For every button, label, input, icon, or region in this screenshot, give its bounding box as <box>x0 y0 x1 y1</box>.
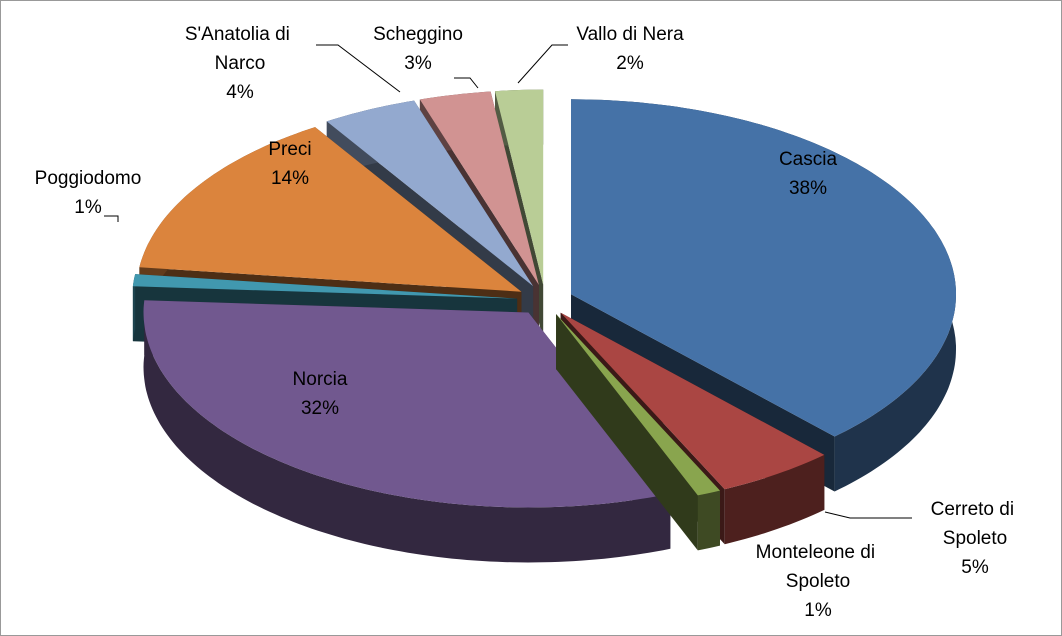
slice-top <box>495 89 544 285</box>
slices <box>132 89 956 563</box>
leader-line <box>454 77 479 89</box>
slice-label: Cascia <box>779 149 838 170</box>
slice <box>556 314 720 551</box>
label-line: S'Anatolia di <box>185 24 295 45</box>
value-label: 1% <box>804 600 832 621</box>
leader-line <box>517 44 568 84</box>
slice-label: Cerreto di Spoleto <box>931 499 1020 549</box>
slice-top <box>139 127 522 292</box>
slice-side <box>556 314 698 551</box>
slice-label: S'Anatolia di Narco <box>185 24 295 74</box>
value-label: 14% <box>271 168 309 189</box>
label-line: Cerreto di <box>931 499 1020 520</box>
slice-label: Norcia <box>293 369 348 390</box>
label-line: Monteleone di <box>756 542 881 563</box>
value-label: 38% <box>789 178 827 199</box>
slice-top <box>560 312 825 490</box>
slice-top <box>556 314 720 496</box>
slice-top <box>132 274 518 299</box>
leader-line <box>104 215 119 222</box>
slice-top <box>326 100 534 287</box>
label-line: Narco <box>215 53 266 74</box>
slice-wall <box>697 490 720 551</box>
slice-label: Scheggino <box>373 24 463 45</box>
leader-line <box>316 44 401 93</box>
value-label: 2% <box>616 53 644 74</box>
label-line: Spoleto <box>786 571 850 592</box>
slice-label: Preci <box>268 139 311 160</box>
slice-label: Poggiodomo <box>35 168 142 189</box>
value-label: 1% <box>74 197 102 218</box>
value-label: 32% <box>301 398 339 419</box>
slice-label: Monteleone di Spoleto <box>756 542 881 592</box>
slice-label: Vallo di Nera <box>576 24 684 45</box>
slice-top <box>143 300 671 508</box>
label-line: Spoleto <box>943 528 1007 549</box>
labels: Cascia 38% Cerreto di Spoleto 5% Monteleone … <box>35 24 1020 621</box>
slice-top <box>571 99 956 437</box>
slice-wall <box>724 454 825 545</box>
value-label: 4% <box>226 82 254 103</box>
slice-top <box>419 91 539 285</box>
slice-wall <box>132 274 136 342</box>
value-label: 3% <box>404 53 432 74</box>
leader-line <box>824 511 912 519</box>
value-label: 5% <box>961 557 989 578</box>
slice-wall <box>143 300 671 563</box>
